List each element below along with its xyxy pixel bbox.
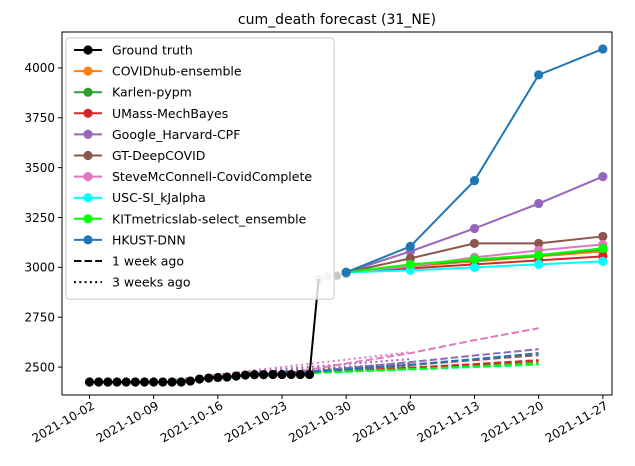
ground-truth-point (304, 369, 315, 380)
plot-frame (61, 31, 613, 396)
series-point (405, 259, 415, 269)
x-tick-label: 2021-11-13 (415, 398, 482, 445)
series-1wk-line (281, 348, 539, 376)
series-point (534, 70, 544, 80)
legend-marker (83, 108, 93, 118)
series-point (598, 44, 608, 54)
gray-point (332, 271, 342, 280)
series-point (469, 262, 480, 272)
legend-label: Ground truth (112, 43, 193, 58)
y-tick-label: 2750 (24, 311, 55, 325)
series-point (598, 243, 608, 254)
ground-truth-point (249, 370, 260, 380)
ground-truth-point (222, 372, 232, 382)
legend-marker (83, 66, 93, 76)
x-tick-label: 2021-10-23 (222, 398, 289, 445)
legend-label: GT-DeepCOVID (112, 148, 205, 163)
legend-marker (83, 214, 93, 224)
ground-truth-point (112, 377, 122, 387)
series-point (598, 231, 608, 242)
y-tick-label: 3750 (24, 111, 55, 125)
ground-truth-point (94, 377, 104, 387)
y-tick-label: 3250 (24, 211, 55, 225)
ground-truth-point (139, 377, 150, 387)
ground-truth-point (185, 376, 195, 386)
ground-truth-point (240, 370, 250, 380)
series-point (469, 238, 480, 249)
legend: Ground truth COVIDhub-ensemble Karlen-pypm… (65, 37, 335, 300)
series-point (469, 175, 480, 186)
series-point (534, 259, 544, 269)
x-tick-label: 2021-10-02 (30, 398, 97, 445)
plot-area (84, 44, 608, 387)
ground-truth-point (130, 377, 140, 387)
legend-marker (83, 150, 93, 161)
ground-truth-point (167, 377, 177, 387)
series-point (534, 250, 544, 260)
x-tick-label: 2021-10-30 (286, 398, 353, 445)
series-point (341, 267, 351, 277)
x-tick-label: 2021-11-27 (543, 398, 610, 445)
ground-truth-point (176, 377, 186, 387)
ground-truth-point (84, 377, 95, 387)
legend-label: Google_Harvard-CPF (112, 127, 240, 142)
ground-truth-point (149, 377, 159, 387)
legend-style-label: 3 weeks ago (112, 275, 191, 290)
legend-label: HKUST-DNN (112, 232, 186, 247)
x-tick-label: 2021-11-06 (350, 398, 417, 445)
y-tick-label: 4000 (24, 61, 55, 75)
y-tick-label: 2500 (24, 360, 55, 374)
series-point (469, 254, 480, 264)
y-tick-label: 3500 (24, 161, 55, 175)
x-tick-label: 2021-10-16 (158, 398, 225, 445)
x-tick-label: 2021-11-20 (479, 398, 546, 445)
legend-marker (83, 193, 93, 203)
series-point (405, 241, 415, 252)
series-1wk-line (281, 327, 539, 376)
legend-marker (83, 235, 93, 245)
legend-box (65, 37, 335, 300)
legend-style-label: 1 week ago (112, 254, 184, 269)
legend-label: Karlen-pypm (112, 85, 192, 100)
series-point (534, 238, 544, 249)
legend-marker (83, 129, 93, 139)
ground-truth-point (213, 372, 223, 383)
chart-title: cum_death forecast (31_NE) (238, 12, 436, 28)
plot-content (84, 44, 608, 387)
series-1wk-line (281, 363, 539, 376)
ground-truth-point (121, 377, 131, 387)
series-point (534, 198, 544, 209)
legend-label: UMass-MechBayes (112, 106, 228, 121)
legend-label: KITmetricslab-select_ensemble (112, 211, 307, 226)
ground-truth-point (277, 369, 287, 380)
legend-marker (83, 45, 93, 55)
ground-truth-point (158, 377, 168, 387)
ground-truth-point (295, 369, 305, 380)
ground-truth-point (231, 371, 241, 381)
ground-truth-point (268, 369, 278, 380)
series-point (469, 223, 480, 234)
series-1wk-line (281, 352, 539, 376)
series-point (598, 256, 608, 266)
y-tick-label: 3000 (24, 261, 55, 275)
legend-label: COVIDhub-ensemble (112, 64, 242, 79)
legend-marker (83, 172, 93, 182)
ground-truth-point (204, 373, 214, 383)
legend-marker (83, 87, 93, 97)
ground-truth-point (286, 369, 296, 380)
ground-truth-point (194, 374, 205, 384)
legend-label: USC-SI_kJalpha (112, 190, 206, 205)
x-tick-label: 2021-10-09 (94, 398, 161, 445)
legend-label: SteveMcConnell-CovidComplete (112, 169, 312, 184)
series-point (598, 172, 608, 182)
ground-truth-point (103, 377, 113, 387)
ground-truth-point (259, 370, 269, 380)
